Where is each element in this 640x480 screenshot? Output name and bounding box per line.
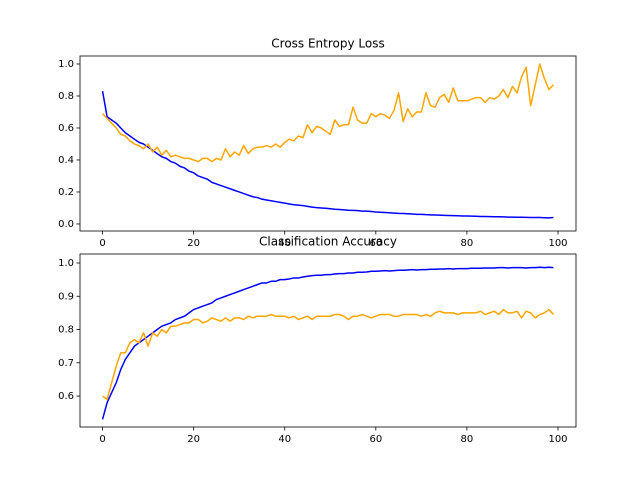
x-tick-label: 60	[369, 434, 382, 445]
axes-background	[80, 254, 576, 427]
x-tick-label: 100	[548, 434, 567, 445]
data-line	[102, 63, 554, 163]
y-tick-label: 1.0	[58, 59, 74, 70]
x-tick-label: 20	[187, 434, 200, 445]
x-tick-label: 20	[187, 238, 200, 249]
axes-frame	[79, 55, 577, 232]
y-tick-label: 0.2	[58, 187, 74, 198]
x-tick-label: 80	[461, 238, 474, 249]
y-tick-label: 0.9	[58, 291, 74, 302]
x-tick-label: 100	[548, 238, 567, 249]
data-line	[102, 308, 555, 401]
x-tick-label: 40	[278, 434, 291, 445]
axes-frame	[79, 253, 577, 428]
y-tick-label: 0.8	[58, 91, 74, 102]
x-tick-label: 40	[278, 238, 291, 249]
y-tick-label: 1.0	[58, 258, 74, 269]
x-tick-label: 0	[99, 238, 105, 249]
y-tick-label: 0.4	[58, 155, 74, 166]
chart-title: Cross Entropy Loss	[271, 37, 384, 51]
y-tick-label: 0.8	[58, 325, 74, 336]
x-tick-label: 80	[461, 434, 474, 445]
y-tick-label: 0.0	[58, 219, 74, 230]
x-tick-label: 0	[99, 434, 105, 445]
chart-title: Classification Accuracy	[259, 235, 397, 249]
y-tick-label: 0.6	[58, 391, 74, 402]
axes-background	[80, 56, 576, 231]
y-tick-label: 0.7	[58, 358, 74, 369]
x-tick-label: 60	[369, 238, 382, 249]
data-line	[101, 266, 554, 420]
data-line	[101, 91, 554, 219]
y-tick-label: 0.6	[58, 123, 74, 134]
